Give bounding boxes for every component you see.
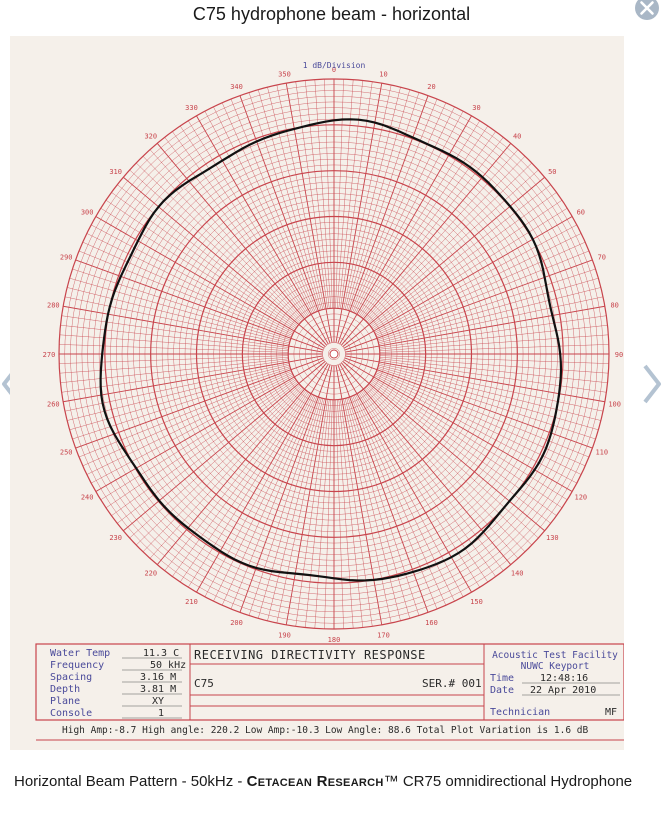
angle-label: 340	[230, 83, 243, 91]
facility-location: NUWC Keyport	[521, 661, 590, 672]
polar-chart: 0 10 20 30 40 50 60 70 80 90 100 110 120 130 140 150 160…	[10, 36, 625, 750]
technician-value: MF	[605, 707, 617, 718]
angle-label: 130	[546, 534, 559, 542]
angle-label: 320	[144, 133, 157, 141]
image-caption: Horizontal Beam Pattern - 50kHz - Cetace…	[14, 769, 654, 795]
angle-label: 240	[81, 494, 94, 502]
angle-label: 170	[377, 632, 390, 640]
angle-label: 50	[548, 168, 556, 176]
angle-label: 180	[328, 636, 341, 644]
depth-value: 3.81 M	[140, 684, 176, 695]
water-temp-value: 11.3 C	[143, 648, 179, 659]
spacing-value: 3.16 M	[140, 672, 176, 683]
caption-suffix: ™ CR75 omnidirectional Hydrophone	[383, 773, 633, 790]
close-icon	[635, 0, 659, 20]
angle-label: 30	[472, 104, 480, 112]
summary-line: High Amp:-8.7 High angle: 220.2 Low Amp:…	[62, 725, 588, 736]
chevron-right-icon	[643, 364, 661, 404]
angle-label: 200	[230, 619, 243, 627]
angle-label: 210	[185, 598, 198, 606]
frequency-label: Frequency	[50, 660, 104, 671]
beam-pattern-trace	[99, 118, 563, 582]
angle-label: 90	[615, 351, 623, 359]
angle-label: 250	[60, 448, 73, 456]
info-block: Water Temp 11.3 C Frequency 50 kHz Spaci…	[35, 643, 625, 741]
water-temp-label: Water Temp	[50, 648, 110, 659]
next-image-button[interactable]	[641, 362, 663, 406]
date-label: Date	[490, 685, 514, 696]
angle-label: 120	[574, 494, 587, 502]
time-value: 12:48:16	[540, 673, 588, 684]
console-label: Console	[50, 708, 92, 719]
model-value: C75	[194, 677, 214, 690]
technician-label: Technician	[490, 707, 550, 718]
angle-label: 220	[144, 569, 157, 577]
angle-label: 350	[278, 70, 291, 78]
caption-brand: Cetacean Research	[246, 773, 384, 790]
facility-name: Acoustic Test Facility	[492, 650, 618, 661]
angle-label: 0	[332, 66, 336, 74]
viewer-title: C75 hydrophone beam - horizontal	[192, 4, 471, 24]
angle-label: 40	[513, 133, 521, 141]
angle-label: 160	[425, 619, 438, 627]
depth-label: Depth	[50, 684, 80, 695]
close-button[interactable]	[633, 0, 661, 22]
time-label: Time	[490, 673, 514, 684]
date-value: 22 Apr 2010	[530, 685, 596, 696]
angle-label: 60	[577, 209, 585, 217]
polar-plot-image: 0 10 20 30 40 50 60 70 80 90 100 110 120 130 140 150 160…	[10, 36, 625, 750]
angle-label: 260	[47, 400, 60, 408]
angle-label: 280	[47, 302, 60, 310]
angle-label: 310	[109, 168, 122, 176]
angle-label: 140	[511, 569, 524, 577]
angle-label: 270	[43, 351, 56, 359]
angle-label: 330	[185, 104, 198, 112]
angle-label: 10	[379, 70, 387, 78]
angle-label: 70	[598, 254, 606, 262]
scale-label: 1 dB/Division	[303, 61, 366, 70]
angle-label: 190	[278, 632, 291, 640]
angle-label: 20	[427, 83, 435, 91]
caption-prefix: Horizontal Beam Pattern - 50kHz -	[14, 773, 247, 790]
angle-label: 100	[608, 400, 621, 408]
angle-label: 290	[60, 254, 73, 262]
response-title: RECEIVING DIRECTIVITY RESPONSE	[194, 648, 426, 662]
plane-label: Plane	[50, 696, 80, 707]
frequency-value: 50 kHz	[150, 660, 186, 671]
angle-label: 230	[109, 534, 122, 542]
plane-value: XY	[152, 696, 164, 707]
spacing-label: Spacing	[50, 672, 92, 683]
serial-value: SER.# 001	[422, 677, 482, 690]
angle-label: 300	[81, 209, 94, 217]
angle-label: 110	[595, 448, 608, 456]
angle-label: 80	[610, 302, 618, 310]
angle-label: 150	[470, 598, 483, 606]
console-value: 1	[158, 708, 164, 719]
